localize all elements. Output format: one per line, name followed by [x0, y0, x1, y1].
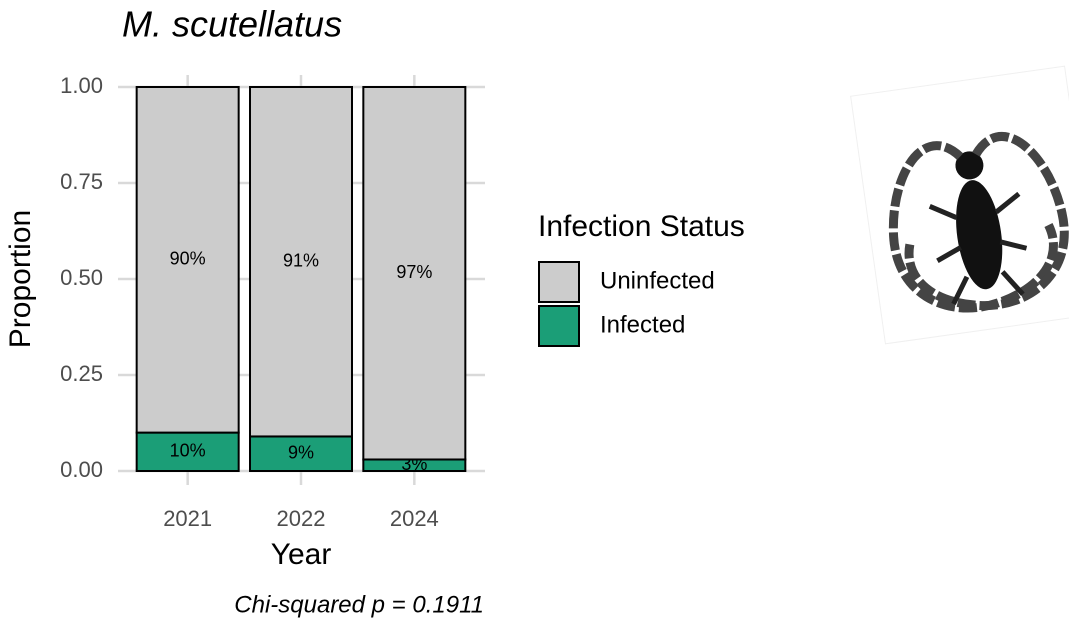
beetle-body	[956, 180, 1003, 290]
data-label: 9%	[288, 442, 314, 462]
data-label: 90%	[170, 249, 206, 269]
legend-title: Infection Status	[538, 210, 745, 243]
x-axis-label: Year	[271, 538, 332, 571]
legend-key	[538, 305, 580, 347]
bar-segment	[249, 86, 353, 438]
data-label: 91%	[283, 250, 319, 270]
legend-label: Infected	[600, 311, 685, 338]
plot-area: 0.00 0.25 0.50 0.75 1.00 2021 2022 2024 10% 90% 9%…	[60, 73, 715, 531]
beetle-image	[850, 65, 1069, 345]
x-tick-label: 2024	[390, 506, 439, 531]
caption: Chi-squared p = 0.1911	[234, 591, 484, 618]
data-label: 10%	[170, 441, 206, 461]
bar-segment	[249, 435, 353, 473]
beetle-antenna	[888, 141, 1058, 313]
chart-title: M. scutellatus	[122, 4, 342, 45]
y-tick-label: 0.25	[60, 361, 103, 386]
y-tick-label: 0.50	[60, 265, 103, 290]
legend-key	[538, 261, 580, 303]
y-tick-label: 1.00	[60, 73, 103, 98]
beetle-legs	[928, 191, 1028, 306]
bar-segment	[135, 86, 240, 434]
y-tick-label: 0.75	[60, 169, 103, 194]
x-tick-label: 2022	[277, 506, 326, 531]
x-tick-label: 2021	[163, 506, 212, 531]
beetle-antenna	[904, 131, 1069, 310]
legend-label: Uninfected	[600, 267, 715, 294]
bar-segment	[362, 86, 467, 461]
beetle-head	[955, 151, 984, 180]
y-tick-label: 0.00	[60, 457, 103, 482]
bar-segment	[135, 431, 240, 473]
data-label: 97%	[396, 262, 432, 282]
y-axis-label: Proportion	[4, 210, 37, 348]
